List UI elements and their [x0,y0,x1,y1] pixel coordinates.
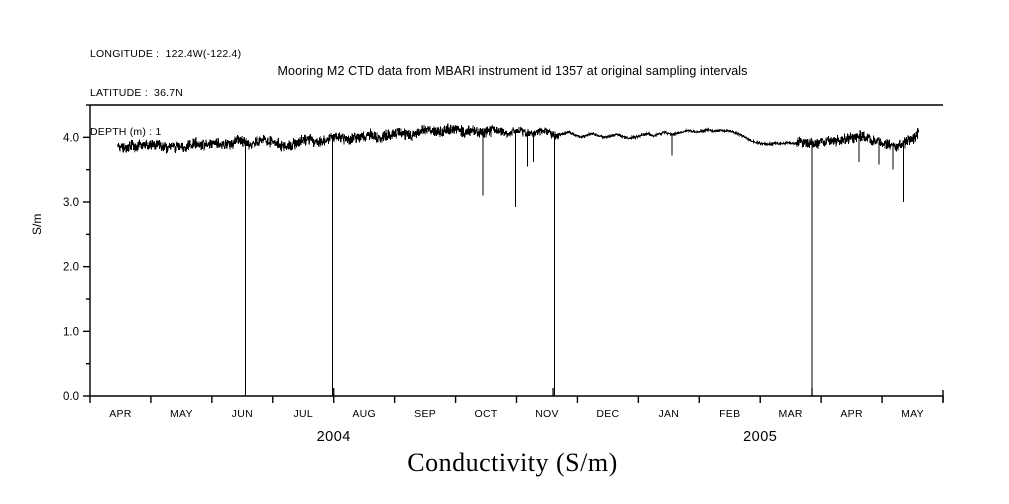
axes-layer [83,104,944,403]
x-tick-label: MAY [901,408,924,420]
y-tick-label: 3.0 [63,197,79,209]
x-tick-label: APR [109,408,132,420]
station-metadata: LONGITUDE : 122.4W(-122.4) LATITUDE : 36… [90,22,241,165]
x-tick-label: JUN [232,408,253,420]
axis-labels-layer: 0.0 1.0 2.0 3.0 4.0 APR MAY JUN JUL AUG SEP OCT NOV D… [63,132,924,445]
year-label: 2004 [317,429,351,445]
figure-caption: Conductivity (S/m) [407,448,618,477]
data-series-layer [117,123,920,396]
x-tick-label: APR [840,408,863,420]
x-tick-label: MAR [779,408,803,420]
y-tick-label: 0.0 [63,391,79,403]
conductivity-line [117,123,920,154]
x-tick-label: MAY [170,408,193,420]
chart-title: Mooring M2 CTD data from MBARI instrumen… [277,64,748,78]
x-tick-label: JAN [658,408,679,420]
x-tick-label: JUL [293,408,313,420]
longitude-line: LONGITUDE : 122.4W(-122.4) [90,48,242,60]
year-label: 2005 [743,429,777,445]
y-tick-label: 4.0 [63,132,79,144]
x-tick-label: NOV [535,408,559,420]
x-tick-label: AUG [352,408,376,420]
x-tick-label: OCT [474,408,497,420]
depth-line: DEPTH (m) : 1 [90,126,162,138]
x-tick-label: DEC [596,408,619,420]
y-tick-label: 2.0 [63,262,79,274]
y-tick-label: 1.0 [63,326,79,338]
x-tick-label: SEP [414,408,436,420]
x-tick-label: FEB [719,408,740,420]
latitude-line: LATITUDE : 36.7N [90,87,184,99]
